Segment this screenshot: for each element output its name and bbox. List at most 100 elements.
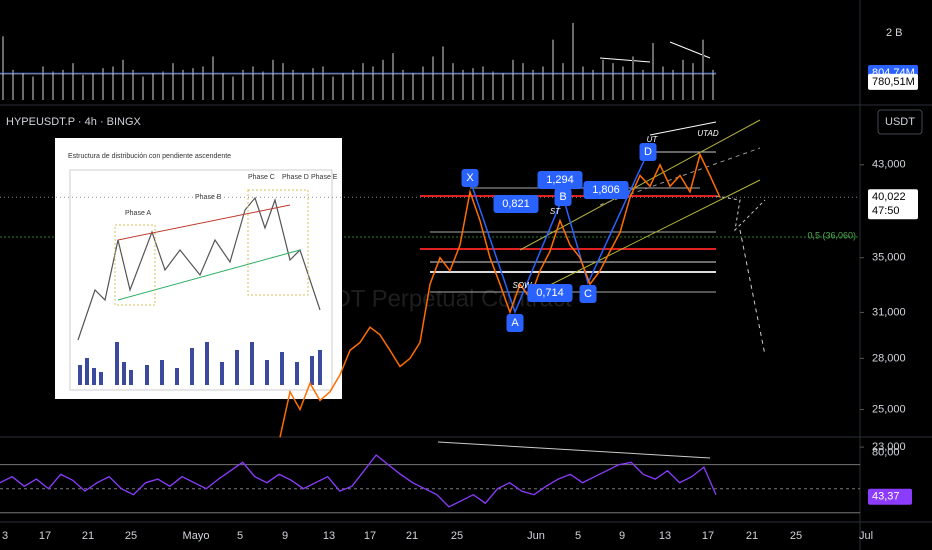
value-badge-label: 780,51M [872,76,915,88]
value-badge [868,189,918,220]
wave-label-box [527,284,573,302]
value-badge [868,488,912,505]
rsi-line [0,454,717,508]
x-tick-label: 3 [2,530,8,542]
volume-bar [72,63,74,100]
x-tick-label: Jun [527,530,545,542]
volume-bar [512,59,514,100]
volume-bar [582,66,584,100]
volume-bar [592,69,594,100]
volume-bar [472,68,474,100]
volume-bar [252,66,254,100]
volume-bar [562,63,564,100]
volume-bar [242,69,244,100]
volume-bar [362,63,364,100]
volume-bar [542,66,544,100]
volume-bar [492,71,494,100]
volume-bar [522,63,524,100]
volume-bar [612,63,614,100]
x-tick-label: Mayo [183,530,210,542]
y-tick-label: 23,000 [872,441,906,453]
volume-bar [292,69,294,100]
y-tick-label: 31,000 [872,306,906,318]
volume-bar [702,39,704,100]
volume-bar [152,73,154,100]
inset-image: Estructura de distribución con pendiente… [55,138,342,399]
volume-bar [462,69,464,100]
volume-bar [342,73,344,100]
volume-bar [452,63,454,100]
volume-bar [92,73,94,100]
volume-bar [622,66,624,100]
wave-label: A [511,317,519,329]
volume-bar [552,39,554,100]
volume-bar [712,69,714,100]
volume-bar [2,36,4,100]
volume-bar [652,43,654,100]
volume-bar [272,59,274,100]
phase-label: Phase D [282,174,309,181]
wave-label-box [579,285,597,303]
wave-label-box [493,195,539,213]
wave-label: B [559,191,566,203]
wave-label: 0,714 [536,287,564,299]
currency-button[interactable] [877,109,923,135]
wave-label: X [466,172,474,184]
volume-bar [142,76,144,100]
wave-label-box [639,143,657,161]
watermark: USDT Perpetual Contract [300,285,572,312]
volume-bar [672,69,674,100]
volume-bar [22,73,24,100]
volume-bar [162,71,164,100]
x-tick-label: 17 [702,530,714,542]
symbol-title: HYPEUSDT.P · 4h · BINGX [6,116,142,128]
last-price-label: 40,022 [872,191,906,203]
currency[interactable]: USDT [885,116,915,128]
volume-bar [302,73,304,100]
volume-bar [392,53,394,100]
phase-label: Phase A [125,210,151,217]
x-tick-label: 9 [282,530,288,542]
volume-bar [322,66,324,100]
volume-bar [112,66,114,100]
countdown: 47:50 [872,205,900,217]
y-tick-label: 80,00 [872,447,900,459]
phase-label: Phase C [248,174,275,181]
wave-label: 1,294 [546,174,574,186]
volume-bar [352,69,354,100]
x-tick-label: 17 [364,530,376,542]
y-tick-label: 25,000 [872,403,906,415]
volume-bar [192,68,194,100]
wave-label-box [537,171,583,189]
volume-bar [662,66,664,100]
volume-bar [52,71,54,100]
x-tick-label: 21 [746,530,758,542]
volume-bar [532,69,534,100]
volume-bar [172,63,174,100]
wave-label: D [644,146,652,158]
volume-bar [232,76,234,100]
level-label: 0,5 (36,060) [807,231,856,241]
volume-bar [202,66,204,100]
inset-title: Estructura de distribución con pendiente… [68,153,231,160]
wave-label-box [461,169,479,187]
volume-bar [42,66,44,100]
x-tick-label: 25 [451,530,463,542]
volume-bar [372,66,374,100]
volume-bar [332,76,334,100]
volume-bar [32,76,34,100]
volume-bar [62,69,64,100]
x-tick-label: 25 [790,530,802,542]
x-tick-label: 21 [406,530,418,542]
wave-label-box [554,188,572,206]
x-tick-label: Jul [859,530,873,542]
price-line [279,152,721,438]
wave-label: UT [647,135,659,144]
y-tick-label: 28,000 [872,352,906,364]
volume-bar [212,56,214,100]
volume-bar [432,56,434,100]
wave-label: C [584,288,592,300]
volume-bar [132,69,134,100]
volume-bar [412,73,414,100]
x-tick-label: 25 [125,530,137,542]
